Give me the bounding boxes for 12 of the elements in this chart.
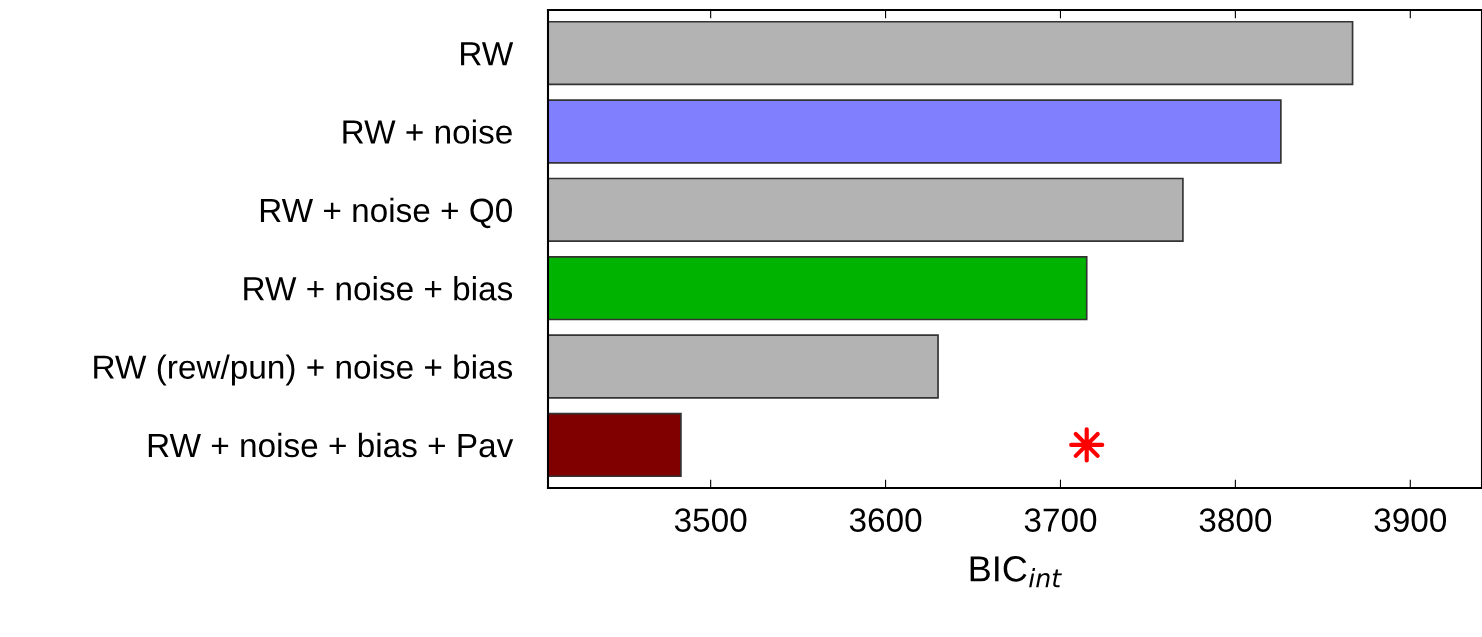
y-tick-label: RW + noise [343,119,512,144]
x-tick-label: 3800 [1199,508,1272,532]
y-tick-label: RW + noise + Q0 [260,197,512,229]
x-axis-title: BIC$_{int}$ [970,556,1062,588]
y-tick-label: RW (rew/pun) + noise + bias [94,354,513,386]
y-tick-label: RW + noise + bias + Pav [148,432,514,458]
y-tick-label: RW [461,42,514,66]
x-tick-label: 3600 [849,508,922,532]
x-tick-label: 3500 [674,508,747,532]
x-tick-label: 3700 [1024,508,1097,532]
y-tick-label: RW + noise + bias [244,276,513,301]
x-tick-label: 3900 [1374,508,1447,532]
